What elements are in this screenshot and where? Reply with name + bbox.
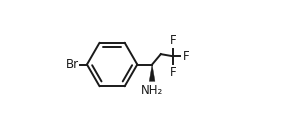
Text: Br: Br (66, 58, 79, 71)
Polygon shape (149, 64, 155, 81)
Text: NH₂: NH₂ (141, 84, 163, 98)
Text: F: F (183, 50, 189, 63)
Text: F: F (169, 34, 176, 47)
Text: F: F (169, 66, 176, 79)
